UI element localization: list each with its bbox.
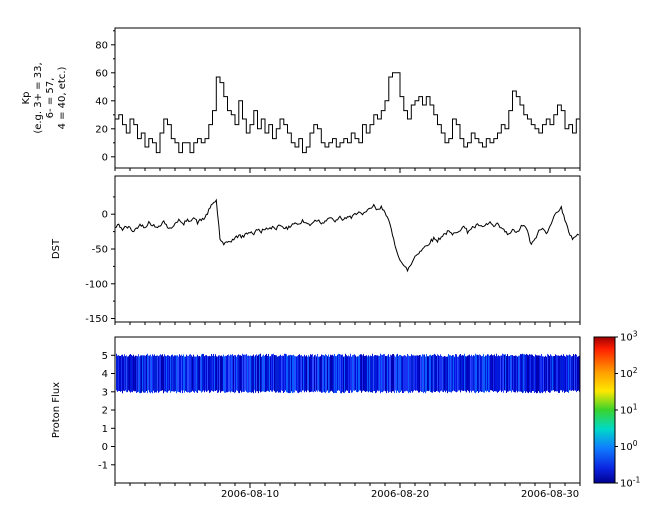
y-tick-label: -1 [98,460,108,471]
y-tick-label: 0 [102,152,108,163]
colorbar-tick-label: 103 [620,330,638,344]
y-tick-label: 60 [95,68,108,79]
kp-panel-border [114,27,581,169]
dst-series-line [114,198,580,273]
y-tick-label: 20 [95,124,108,135]
colorbar-tick-label: 100 [620,439,638,453]
colorbar-tick-label: 101 [620,403,638,417]
dst-panel: 0 -50 -100 -150 [85,175,581,327]
proton-flux-panel: -1 0 1 2 3 4 5 [98,336,581,488]
y-tick-label: 80 [95,40,108,51]
y-tick-label: 5 [102,351,108,362]
y-tick-label: 40 [95,96,108,107]
y-tick-label: -100 [85,279,108,290]
colorbar-tick-label: 102 [620,366,638,380]
dst-panel-border [114,175,581,323]
y-tick-label: 3 [102,387,108,398]
x-tick-label: 2006-08-10 [221,489,279,500]
y-tick-label: 2 [102,406,108,417]
colorbar-tick-exponent: 0 [633,439,638,448]
colorbar [593,336,616,484]
y-tick-label: 1 [102,424,108,435]
y-tick-label: -150 [85,314,108,325]
proton-flux-band [116,353,580,394]
x-tick-label: 2006-08-20 [371,489,429,500]
colorbar-tick-exponent: 3 [633,330,638,339]
kp-series-line [115,72,580,154]
colorbar-tick-label: 10-1 [620,476,640,490]
colorbar-tick-exponent: -1 [633,476,641,485]
y-tick-label: 4 [102,369,108,380]
y-tick-label: 0 [102,210,108,221]
y-tick-label: -50 [92,245,108,256]
kp-panel: 0 20 40 60 80 [95,27,581,173]
colorbar-tick-exponent: 1 [633,403,638,412]
y-tick-label: 0 [102,442,108,453]
proton-flux-panel-border [114,336,581,484]
colorbar-tick-exponent: 2 [633,366,638,375]
x-tick-label: 2006-08-30 [521,489,579,500]
